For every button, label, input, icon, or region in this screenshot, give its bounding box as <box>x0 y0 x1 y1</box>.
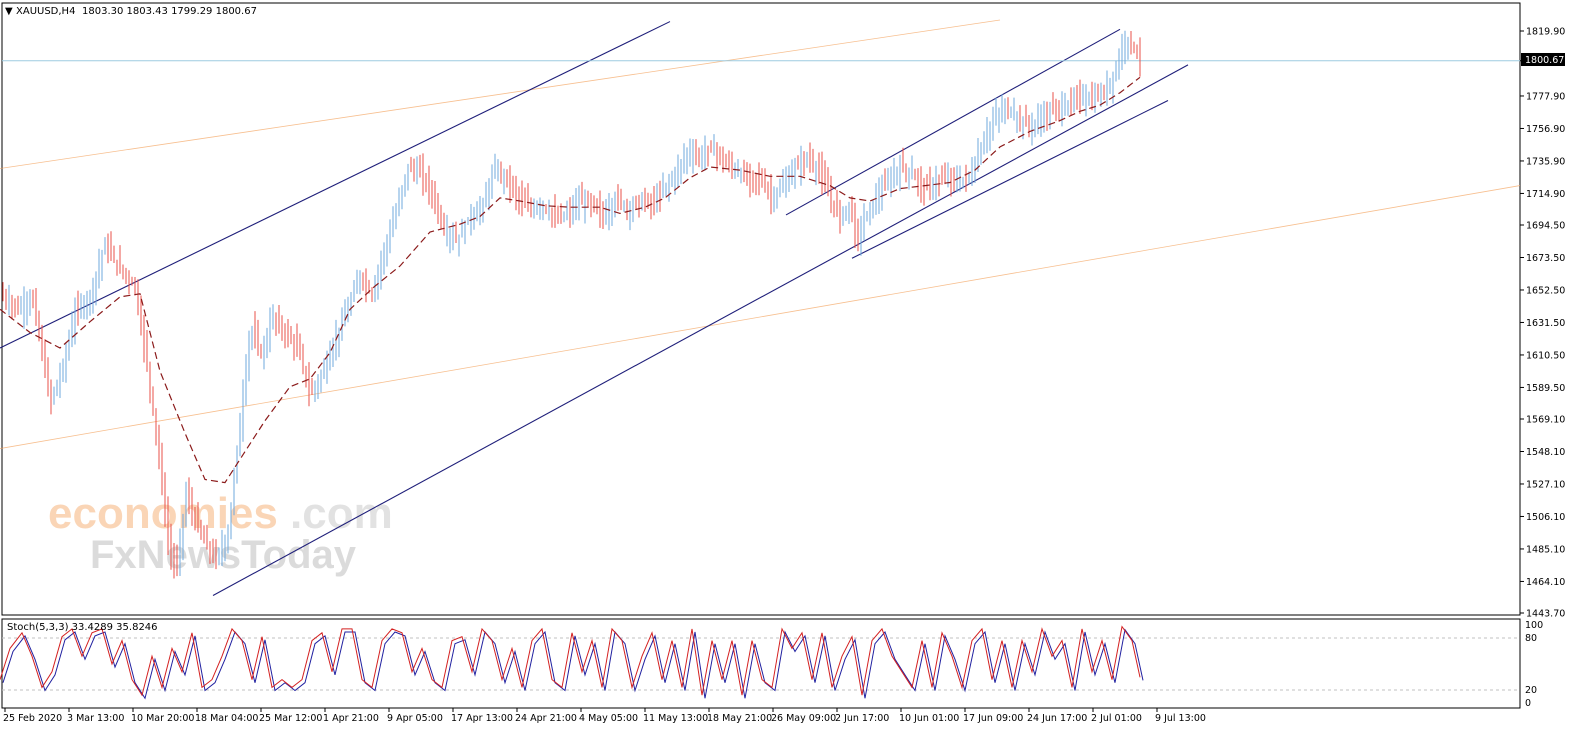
x-tick-label: 24 Jun 17:00 <box>1027 713 1087 724</box>
watermark-economies: economies <box>48 489 278 538</box>
y-tick-label: 1443.70 <box>1526 609 1565 620</box>
fib-lines <box>0 19 1521 449</box>
stoch-level-label-0: 0 <box>1525 698 1531 709</box>
channel-line <box>851 99 1169 259</box>
current-price-tag: 1800.67 <box>1525 55 1564 66</box>
fib-line <box>0 19 1001 169</box>
x-tick-label: 9 Apr 05:00 <box>387 713 443 724</box>
y-tick-label: 1589.50 <box>1526 383 1565 394</box>
x-tick-label: 2 Jun 17:00 <box>835 713 889 724</box>
watermark-com: .com <box>290 489 393 538</box>
y-tick-label: 1631.50 <box>1526 318 1565 329</box>
watermark: economies .com FxNewsToday <box>48 489 393 577</box>
channel-line <box>785 28 1121 216</box>
x-tick-label: 4 May 05:00 <box>579 713 638 724</box>
candles <box>2 30 1141 579</box>
y-tick-label: 1714.90 <box>1526 189 1565 200</box>
x-tick-label: 26 May 09:00 <box>771 713 836 724</box>
x-tick-label: 25 Feb 2020 <box>3 713 62 724</box>
watermark-fxnewstoday: FxNewsToday <box>90 533 357 577</box>
current-price-tag-box <box>1521 53 1565 66</box>
x-tick-label: 18 May 21:00 <box>707 713 772 724</box>
main-panel <box>1 2 1521 616</box>
y-tick-label: 1652.50 <box>1526 285 1565 296</box>
x-tick-label: 25 Mar 12:00 <box>259 713 322 724</box>
channel-lines <box>0 21 1189 597</box>
y-tick-label: 1506.10 <box>1526 512 1565 523</box>
y-tick-label: 1485.10 <box>1526 544 1565 555</box>
fib-line <box>0 185 1521 449</box>
y-tick-label: 1527.10 <box>1526 479 1565 490</box>
x-tick-label: 18 Mar 04:00 <box>195 713 258 724</box>
y-tick-label: 1464.10 <box>1526 577 1565 588</box>
header-ohlc: 1803.30 1803.43 1799.29 1800.67 <box>82 6 257 17</box>
x-tick-label: 1 Apr 21:00 <box>323 713 379 724</box>
x-tick-label: 3 Mar 13:00 <box>67 713 124 724</box>
y-tick-label: 1756.90 <box>1526 124 1565 135</box>
channel-line <box>212 64 1189 597</box>
stoch-main-line <box>0 625 1141 697</box>
x-tick-label: 10 Jun 01:00 <box>899 713 959 724</box>
x-tick-label: 17 Jun 09:00 <box>963 713 1023 724</box>
y-tick-label: 1735.90 <box>1526 156 1565 167</box>
x-tick-label: 17 Apr 13:00 <box>451 713 513 724</box>
header-symbol: XAUUSD,H4 <box>16 6 75 17</box>
y-tick-label: 1610.50 <box>1526 350 1565 361</box>
y-tick-label: 1819.90 <box>1526 27 1565 38</box>
x-tick-label: 2 Jul 01:00 <box>1091 713 1142 724</box>
stoch-panel <box>1 618 1521 709</box>
stoch-level-label-80: 80 <box>1525 633 1537 644</box>
stoch-label: Stoch(5,3,3) 33.4289 35.8246 <box>7 622 158 633</box>
header-arrow-icon[interactable]: ▼ <box>5 6 13 17</box>
y-tick-label: 1569.10 <box>1526 415 1565 426</box>
channel-line <box>0 21 671 349</box>
x-tick-label: 10 Mar 20:00 <box>131 713 194 724</box>
stoch-signal-line <box>2 628 1144 700</box>
x-tick-label: 24 Apr 21:00 <box>515 713 577 724</box>
stoch-level-label-100: 100 <box>1525 620 1543 631</box>
stoch-level-label-20: 20 <box>1525 685 1537 696</box>
x-tick-label: 11 May 13:00 <box>643 713 708 724</box>
y-axis: 1819.90 1777.90 1756.90 1735.90 1714.90 1694.… <box>1520 27 1565 620</box>
x-tick-label: 9 Jul 13:00 <box>1155 713 1206 724</box>
y-tick-label: 1673.50 <box>1526 253 1565 264</box>
y-tick-label: 1548.10 <box>1526 447 1565 458</box>
y-tick-label: 1694.50 <box>1526 221 1565 232</box>
y-tick-label: 1777.90 <box>1526 91 1565 102</box>
x-axis: 25 Feb 2020 3 Mar 13:00 10 Mar 20:00 18 Mar… <box>3 708 1206 724</box>
